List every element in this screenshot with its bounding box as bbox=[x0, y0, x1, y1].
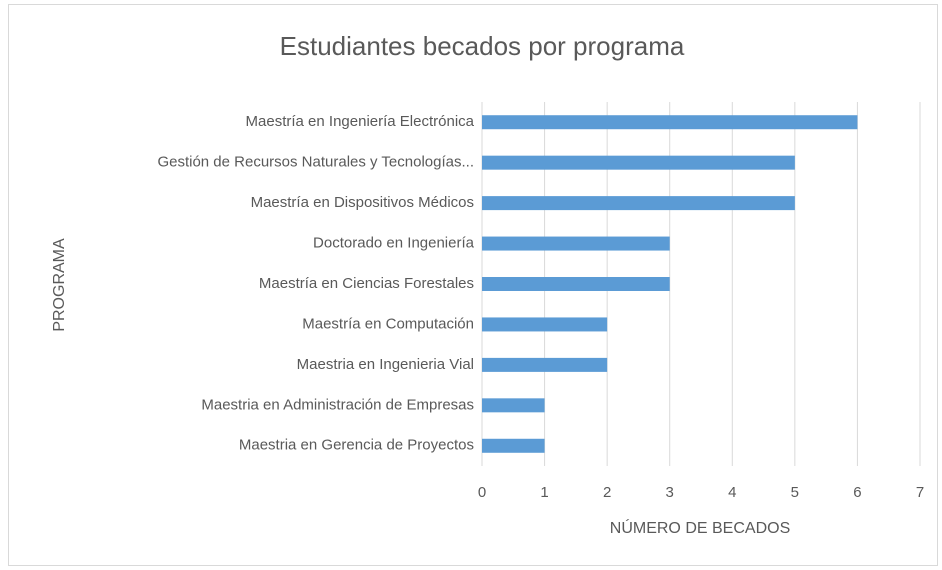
y-tick-label: Maestría en Ciencias Forestales bbox=[259, 275, 474, 292]
bar bbox=[482, 155, 795, 170]
y-tick-label: Gestión de Recursos Naturales y Tecnolog… bbox=[157, 154, 474, 171]
bar bbox=[482, 438, 545, 453]
bar bbox=[482, 196, 795, 211]
bar bbox=[482, 115, 858, 130]
bar bbox=[482, 317, 608, 332]
bar bbox=[482, 236, 670, 251]
x-tick-label: 7 bbox=[916, 484, 924, 501]
x-tick-label: 2 bbox=[603, 484, 611, 501]
chart-title: Estudiantes becados por programa bbox=[280, 31, 685, 61]
y-tick-label: Maestria en Gerencia de Proyectos bbox=[239, 437, 474, 454]
y-tick-label: Maestria en Ingenieria Vial bbox=[297, 356, 474, 373]
bar bbox=[482, 357, 608, 372]
y-tick-label: Maestría en Ingeniería Electrónica bbox=[246, 113, 475, 130]
y-tick-label: Maestría en Computación bbox=[302, 315, 474, 332]
x-tick-label: 4 bbox=[728, 484, 736, 501]
y-tick-label: Maestría en Dispositivos Médicos bbox=[251, 194, 474, 211]
chart-frame bbox=[8, 4, 938, 566]
bar bbox=[482, 398, 545, 413]
x-tick-label: 3 bbox=[666, 484, 674, 501]
x-axis-label: NÚMERO DE BECADOS bbox=[610, 518, 790, 537]
y-tick-label: Maestria en Administración de Empresas bbox=[201, 396, 474, 413]
x-tick-label: 0 bbox=[478, 484, 486, 501]
x-tick-label: 6 bbox=[853, 484, 861, 501]
bar bbox=[482, 277, 670, 291]
y-tick-label: Doctorado en Ingeniería bbox=[313, 235, 475, 252]
x-tick-label: 1 bbox=[540, 484, 548, 501]
x-tick-label: 5 bbox=[791, 484, 799, 501]
y-axis-label: PROGRAMA bbox=[51, 238, 68, 332]
